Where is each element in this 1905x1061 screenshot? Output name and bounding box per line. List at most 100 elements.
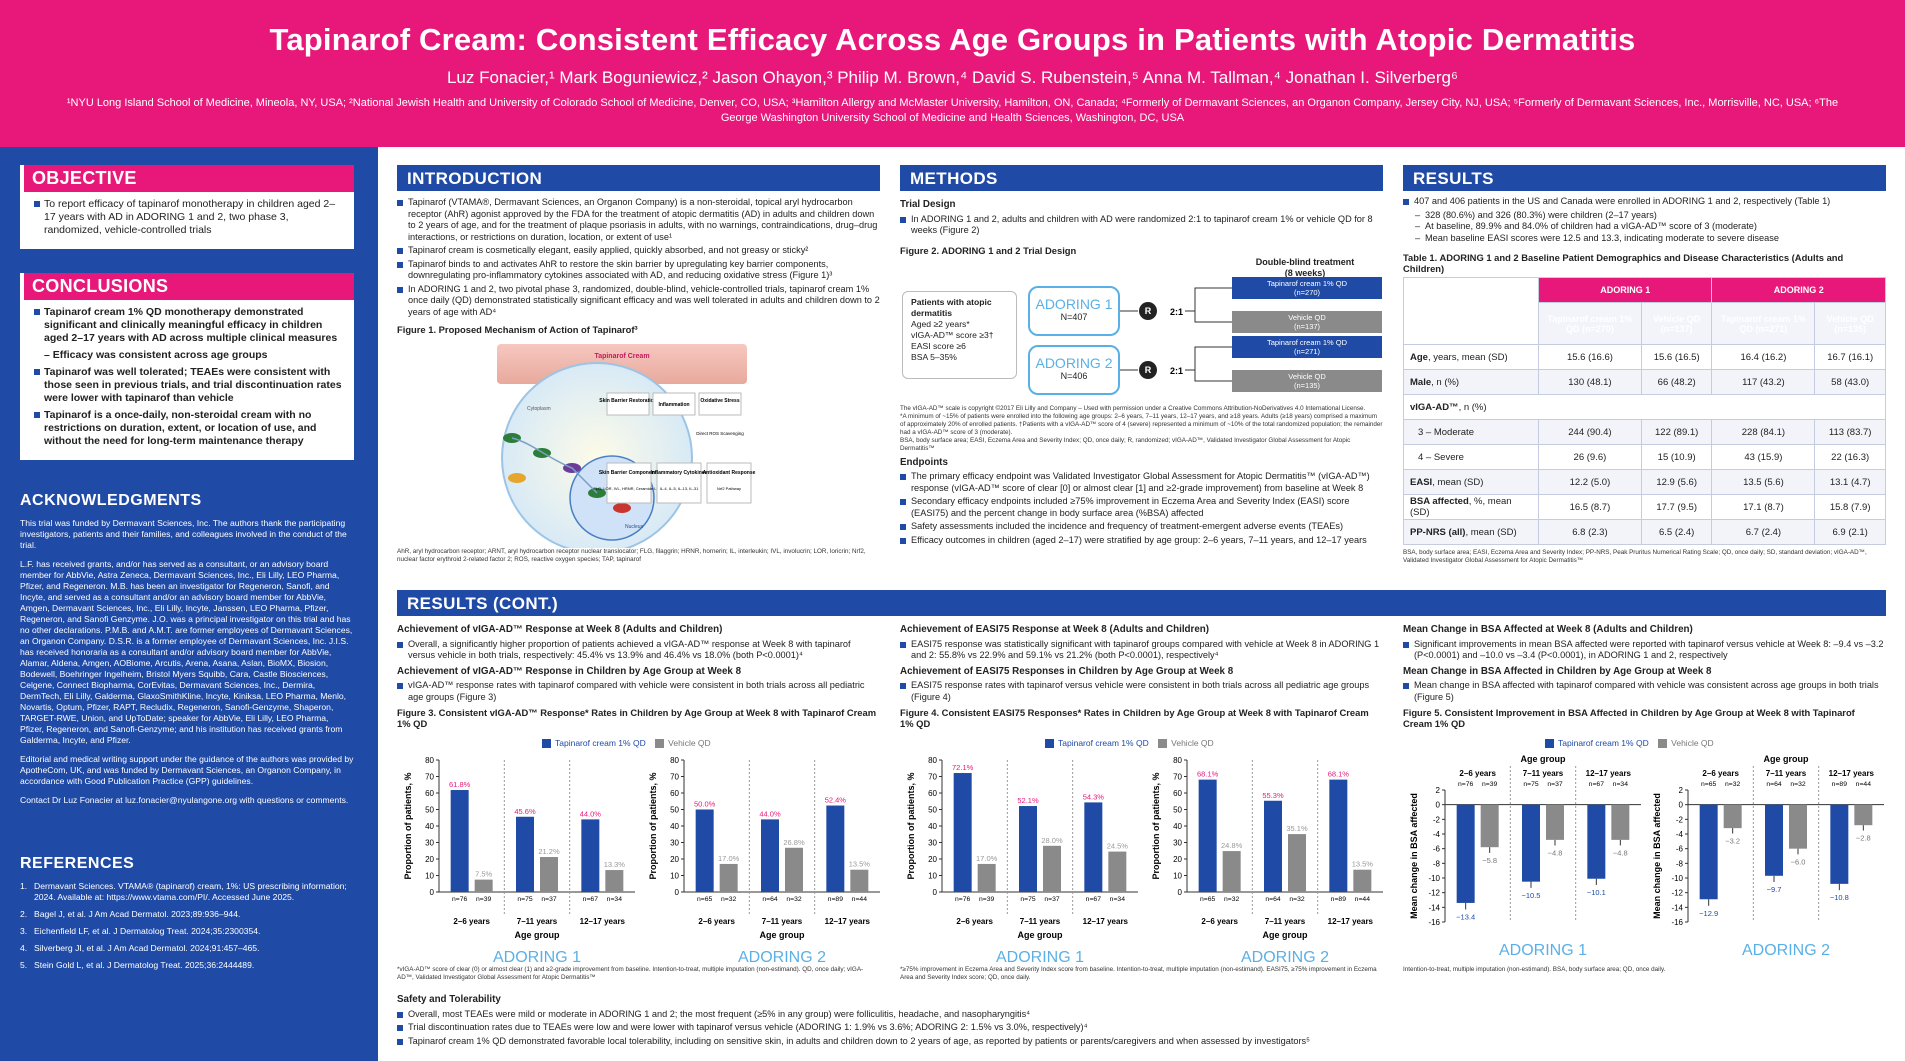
reference-item: 1. Dermavant Sciences. VTAMA® (tapinarof)… [20, 881, 347, 902]
n-label: n=76 [955, 896, 971, 903]
reference-item: 4. Silverberg JI, et al. J Am Acad Dermat… [20, 943, 260, 953]
n-label: n=65 [1200, 896, 1216, 903]
n-label: n=34 [607, 896, 623, 903]
y-tick-label: 60 [1173, 789, 1182, 798]
y-axis-title: Mean change in BSA affected [1652, 793, 1662, 919]
x-axis-title: Age group [1018, 930, 1063, 940]
tapinarof-cream-label: Tapinarof Cream [594, 353, 649, 360]
y-tick-label: 70 [928, 773, 937, 782]
category-label: 2–6 years [453, 917, 490, 926]
conclusion-item: Tapinarof cream 1% QD monotherapy demons… [34, 306, 344, 345]
barrier-label: Skin Barrier Restoration [599, 398, 657, 404]
data-label: −10.1 [1587, 888, 1606, 897]
trial-logo: ADORING 1 [493, 949, 581, 966]
bar [1222, 851, 1241, 892]
poster-header: Tapinarof Cream: Consistent Efficacy Acr… [0, 0, 1905, 147]
bar [1699, 804, 1718, 900]
author-list: Luz Fonacier,¹ Mark Boguniewicz,² Jason … [446, 68, 1459, 87]
references-section: REFERENCES 1. Dermavant Sciences. VTAMA® … [20, 855, 354, 977]
bar [850, 869, 869, 892]
y-tick-label: -16 [1428, 918, 1440, 927]
bar [1456, 804, 1475, 903]
y-tick-label: 20 [928, 855, 937, 864]
chart-fig5-adoring1: 2 0 -2 -4 -6 -8 -10 -12 -14 -16 Mean change in BSA… [1409, 754, 1641, 959]
ros-label: Direct ROS Scavenging [696, 431, 744, 436]
results-heading: RESULTS [1403, 165, 1886, 191]
antioxidant-sub: Nrf2 Pathway [717, 486, 741, 491]
data-label: −6.0 [1791, 857, 1806, 866]
objective-item: To report efficacy of tapinarof monother… [34, 198, 344, 237]
n-label: n=39 [1482, 781, 1498, 788]
y-tick-label: 40 [928, 822, 937, 831]
arm-vehicle-a1: Vehicle QD (n=137) [1232, 310, 1382, 333]
trial-design-diagram: Double-blind treatment (8 weeks) Patients… [900, 257, 1383, 399]
category-label: 7–11 years [1020, 917, 1061, 926]
figure4-footnote: *≥75% improvement in Eczema Area and Sev… [900, 966, 1377, 981]
endpoint-item: Safety assessments included the incidenc… [900, 521, 1383, 533]
y-tick-label: 10 [670, 872, 679, 881]
category-label: 12–17 years [1328, 917, 1374, 926]
y-tick-label: 30 [1173, 839, 1182, 848]
y-tick-label: -14 [1428, 903, 1440, 912]
category-label: 12–17 years [580, 917, 626, 926]
figure5-legend: Tapinarof cream 1% QD Vehicle QD [1545, 738, 1714, 749]
y-tick-label: 50 [928, 806, 937, 815]
bar [1329, 779, 1348, 892]
figure3-legend: Tapinarof cream 1% QD Vehicle QD [542, 738, 711, 749]
data-label: 45.6% [514, 807, 536, 816]
components-label: Skin Barrier Components [599, 470, 660, 476]
data-label: 68.1% [1328, 770, 1350, 779]
randomization-connectors: R R 2:1 2:1 [1120, 287, 1232, 381]
n-label: n=37 [1044, 896, 1060, 903]
y-tick-label: -12 [1671, 889, 1683, 898]
conclusion-subitem: – Efficacy was consistent across age gro… [44, 349, 268, 361]
table-row: Male, n (%) 130 (48.1) 66 (48.2) 117 (43.2)… [1403, 369, 1886, 395]
y-tick-label: 0 [1679, 801, 1684, 810]
y-tick-label: 30 [928, 839, 937, 848]
antioxidant-label: Antioxidant Response [703, 470, 756, 476]
bar [1198, 779, 1217, 892]
n-label: n=32 [1725, 781, 1741, 788]
n-label: n=75 [517, 896, 533, 903]
table-row: 4 – Severe 26 (9.6) 15 (10.9) 43 (15.9) 22 (… [1403, 444, 1886, 470]
ack-paragraph: Editorial and medical writing support un… [20, 754, 354, 786]
n-label: n=64 [1265, 896, 1281, 903]
bar [953, 773, 972, 892]
bar [1522, 804, 1540, 882]
bar [1546, 804, 1564, 840]
design-item: In ADORING 1 and 2, adults and children … [900, 214, 1383, 237]
n-label: n=34 [1110, 896, 1126, 903]
data-label: 17.0% [718, 854, 740, 863]
y-tick-label: 30 [425, 839, 434, 848]
y-tick-label: 60 [670, 789, 679, 798]
effect-boxes: Skin Barrier Restoration Inflammation Ox… [593, 392, 756, 504]
endpoint-item: The primary efficacy endpoint was Valida… [900, 471, 1383, 494]
bar [540, 857, 558, 892]
chart-fig3-adoring1: 0 10 20 30 40 50 60 70 80 Proportion of patients,… [403, 756, 635, 966]
n-label: n=32 [721, 896, 737, 903]
figure3-title: Figure 3. Consistent vIGA-AD™ Response* … [397, 707, 877, 729]
n-label: n=65 [697, 896, 713, 903]
easi-age-item: EASI75 response rates with tapinarof ver… [900, 680, 1380, 703]
data-label: −9.7 [1767, 885, 1782, 894]
category-label: 2–6 years [1702, 769, 1739, 778]
data-label: 26.8% [783, 838, 805, 847]
figure1-footnote: AhR, aryl hydrocarbon receptor; ARNT, ar… [397, 548, 866, 563]
vIGA-column: Achievement of vIGA-AD™ Response at Week… [397, 620, 877, 732]
category-label: 7–11 years [762, 917, 803, 926]
data-label: −13.4 [1456, 913, 1475, 922]
svg-text:2:1: 2:1 [1170, 307, 1183, 317]
y-tick-label: 80 [670, 756, 679, 765]
y-tick-label: 80 [928, 756, 937, 765]
y-axis-title: Mean change in BSA affected [1409, 793, 1419, 919]
n-label: n=89 [828, 896, 844, 903]
bar [1353, 869, 1372, 892]
cytokines-sub: IL-4, IL-5, IL-13, IL-31 [660, 486, 699, 491]
y-tick-label: 50 [670, 806, 679, 815]
methods-section: METHODS Trial Design In ADORING 1 and 2,… [900, 165, 1383, 548]
svg-text:R: R [1145, 365, 1152, 375]
y-tick-label: 40 [670, 822, 679, 831]
chart-fig3-adoring2: 0 10 20 30 40 50 60 70 80 Proportion of patients,… [648, 756, 880, 966]
table-row: EASI, mean (SD) 12.2 (5.0) 12.9 (5.6) 13.5 … [1403, 469, 1886, 495]
y-tick-label: 30 [670, 839, 679, 848]
